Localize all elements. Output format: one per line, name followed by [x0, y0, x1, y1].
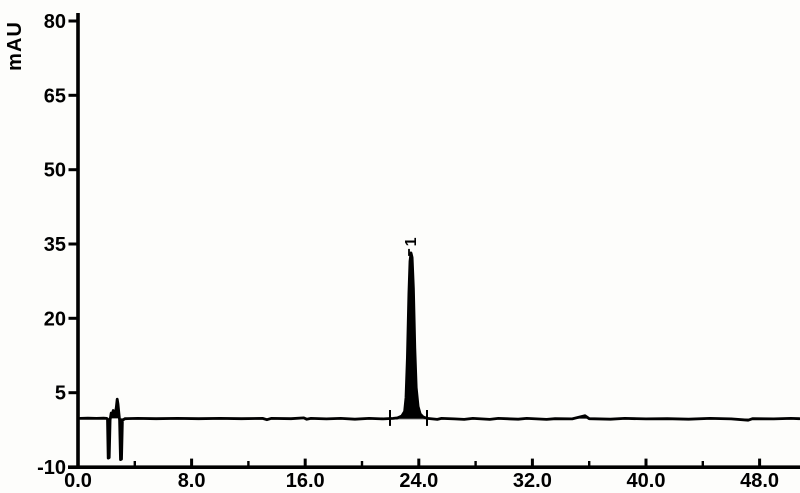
y-tick-label: -10: [37, 457, 66, 479]
y-tick: [68, 465, 79, 469]
x-tick-minor: [588, 461, 591, 467]
y-tick-label: 65: [44, 85, 66, 107]
x-tick-label: 16.0: [286, 470, 325, 492]
x-tick-minor: [360, 461, 364, 467]
peak-label: 1: [403, 237, 420, 246]
y-tick: [68, 316, 79, 320]
signal-trace-fill: [80, 252, 800, 460]
y-tick: [68, 391, 79, 395]
x-tick-major: [644, 458, 648, 468]
trace-layer: [78, 251, 800, 462]
x-tick-label: 40.0: [627, 470, 666, 492]
y-axis-line: [76, 13, 80, 469]
x-axis-line: [68, 465, 800, 469]
x-tick-major: [758, 458, 762, 468]
x-tick-label: 24.0: [399, 470, 438, 492]
axes-layer: [68, 13, 800, 469]
signal-trace: [78, 251, 800, 462]
y-tick: [68, 242, 79, 246]
x-tick-major: [76, 458, 80, 468]
x-tick-label: 0.0: [64, 470, 92, 492]
x-tick-major: [303, 458, 307, 468]
y-tick: [68, 168, 79, 172]
x-tick-major: [417, 458, 421, 468]
x-tick-label: 8.0: [178, 470, 206, 492]
annotation-layer: [389, 248, 428, 426]
y-tick: [68, 93, 79, 97]
x-tick-minor: [474, 461, 477, 467]
y-axis-title: mAU: [4, 21, 26, 71]
y-tick-label: 20: [44, 308, 66, 330]
x-tick-major: [530, 458, 534, 468]
y-tick-label: 50: [44, 160, 66, 182]
y-tick-label: 80: [44, 11, 66, 33]
x-tick-minor: [247, 461, 250, 467]
y-tick-label: 35: [44, 234, 66, 256]
x-tick-minor: [133, 461, 136, 467]
x-tick-label: 48.0: [740, 470, 779, 492]
x-tick-major: [190, 458, 194, 468]
y-tick: [68, 19, 79, 23]
x-tick-minor: [701, 461, 704, 467]
tick-layer: 80 65 50 35 20 5 -100.0 8.0 16.0 24.0 32.0 40.0 48.0: [37, 11, 779, 492]
x-tick-label: 32.0: [513, 470, 552, 492]
y-tick-label: 5: [55, 383, 66, 405]
